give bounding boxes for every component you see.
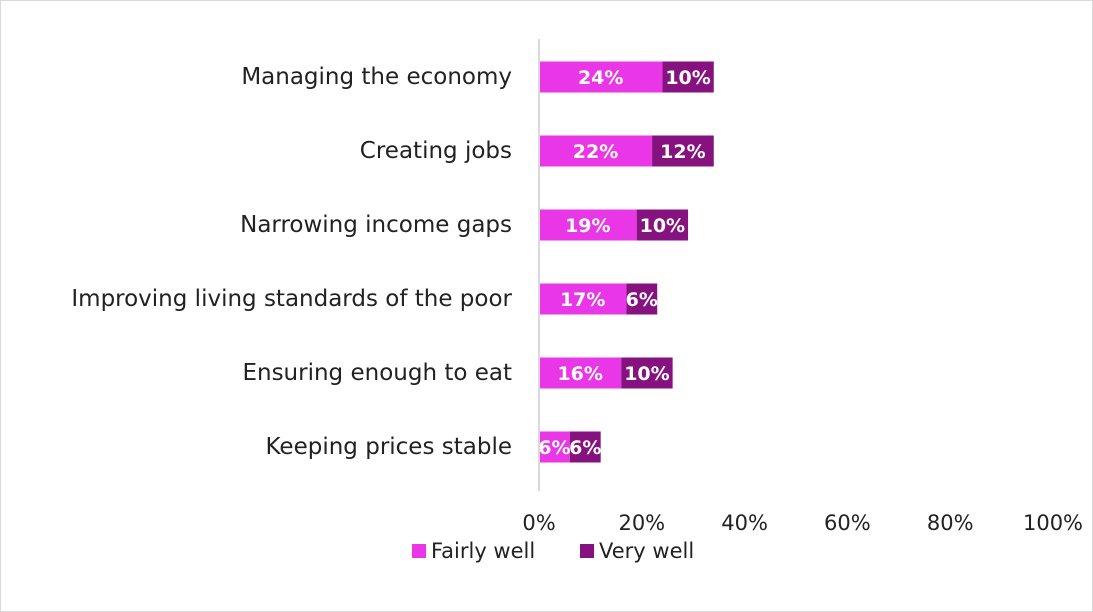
- bar-fairly-well: [539, 283, 627, 315]
- bar-value-label: 6%: [538, 437, 570, 459]
- x-tick-label: 40%: [721, 511, 768, 535]
- legend-label: Very well: [599, 539, 694, 563]
- x-axis-tick-labels: 0% 20% 40% 60% 80% 100%: [522, 511, 1083, 535]
- bar-value-label: 24%: [578, 67, 623, 89]
- x-tick-label: 60%: [824, 511, 871, 535]
- bars: [539, 61, 714, 463]
- bar-value-label: 12%: [660, 141, 705, 163]
- legend-swatch: [412, 544, 426, 558]
- bar-value-label: 6%: [626, 289, 658, 311]
- bar-value-label: 6%: [569, 437, 601, 459]
- x-tick-label: 0%: [522, 511, 555, 535]
- category-label: Ensuring enough to eat: [242, 360, 512, 386]
- x-tick-label: 100%: [1023, 511, 1083, 535]
- bar-fairly-well: [539, 357, 622, 389]
- bar-value-label: 10%: [624, 363, 669, 385]
- bar-value-label: 17%: [560, 289, 605, 311]
- x-tick-label: 20%: [618, 511, 665, 535]
- legend: Fairly well Very well: [412, 539, 694, 563]
- category-label: Creating jobs: [360, 138, 512, 164]
- bar-value-label: 10%: [640, 215, 685, 237]
- category-label: Managing the economy: [241, 64, 512, 90]
- legend-swatch: [580, 544, 594, 558]
- bar-very-well: [636, 209, 689, 241]
- category-label: Narrowing income gaps: [240, 212, 512, 238]
- bar-very-well: [652, 135, 714, 167]
- category-label: Improving living standards of the poor: [71, 286, 512, 312]
- bar-very-well: [626, 283, 658, 315]
- bar-fairly-well: [539, 135, 653, 167]
- category-label: Keeping prices stable: [266, 434, 513, 460]
- bar-fairly-well: [539, 61, 663, 93]
- bar-very-well: [621, 357, 673, 389]
- bar-very-well: [569, 431, 601, 463]
- bar-data-labels: 24% 10%22% 12%19% 10%17% 6%16% 10%6%6%: [538, 67, 711, 459]
- bar-fairly-well: [539, 431, 570, 463]
- category-labels: Managing the economy Creating jobs Narrowi…: [71, 64, 512, 460]
- legend-label: Fairly well: [431, 539, 535, 563]
- x-tick-label: 80%: [927, 511, 974, 535]
- bar-very-well: [662, 61, 714, 93]
- bar-value-label: 19%: [565, 215, 610, 237]
- bar-value-label: 22%: [573, 141, 618, 163]
- bar-value-label: 10%: [665, 67, 710, 89]
- bar-value-label: 16%: [557, 363, 602, 385]
- bar-fairly-well: [539, 209, 637, 241]
